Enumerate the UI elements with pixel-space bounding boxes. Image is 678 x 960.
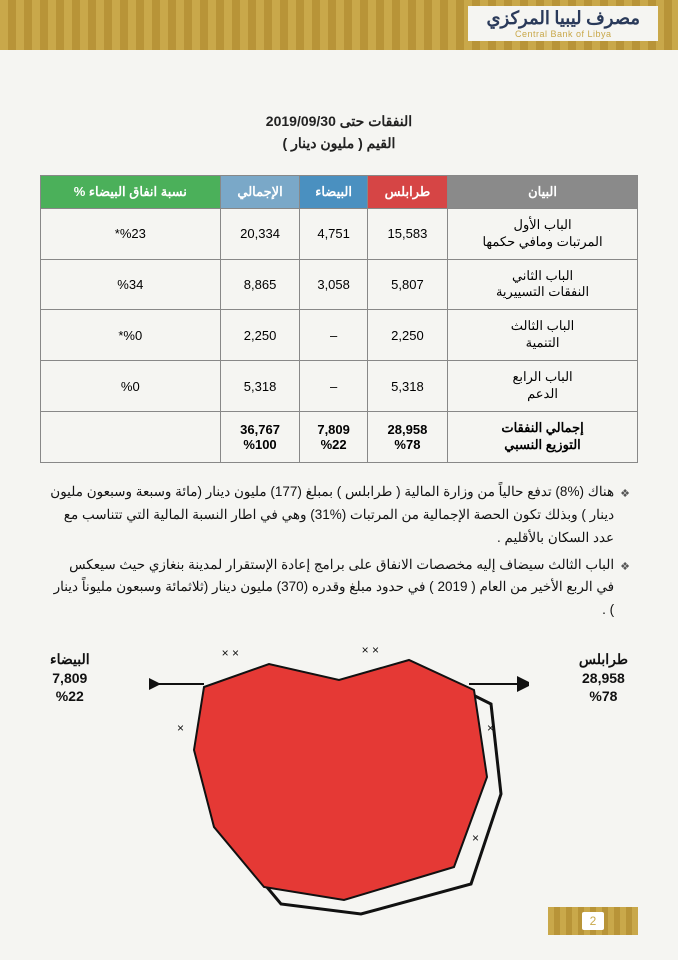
cell-total-total: 36,767%100 (220, 411, 300, 462)
cell-pct-total (41, 411, 221, 462)
note-item: ❖ الباب الثالث سيضاف إليه مخصصات الانفاق… (48, 554, 630, 623)
logo-arabic: مصرف ليبيا المركزي (486, 8, 640, 29)
cell-bayda: 4,751 (300, 208, 367, 259)
table-row: الباب الأولالمرتبات ومافي حكمها 15,583 4… (41, 208, 638, 259)
cell-total: 8,865 (220, 259, 300, 310)
header-ornament-band: مصرف ليبيا المركزي Central Bank of Libya (0, 0, 678, 50)
table-header-row: البيان طرابلس البيضاء الإجمالي نسبة انفا… (41, 175, 638, 208)
cell-tarabulus-total: 28,958%78 (367, 411, 447, 462)
libya-map-svg: × × × × × × × (149, 642, 529, 922)
title-line-2: القيم ( مليون دينار ) (40, 132, 638, 154)
table-row: الباب الثالثالتنمية 2,250 – 2,250 %0* (41, 310, 638, 361)
cell-bayan-total: إجمالي النفقاتالتوزيع النسبي (448, 411, 638, 462)
bank-logo: مصرف ليبيا المركزي Central Bank of Libya (468, 6, 658, 41)
col-header-total: الإجمالي (220, 175, 300, 208)
footer-ornament: 2 (548, 907, 638, 935)
callout-tarabulus: طرابلس 28,958 %78 (579, 650, 628, 705)
col-header-tarabulus: طرابلس (367, 175, 447, 208)
note-text: الباب الثالث سيضاف إليه مخصصات الانفاق ع… (48, 554, 614, 623)
col-header-bayda: البيضاء (300, 175, 367, 208)
table-body: الباب الأولالمرتبات ومافي حكمها 15,583 4… (41, 208, 638, 462)
title-line-1: النفقات حتى 2019/09/30 (40, 110, 638, 132)
map-chart: طرابلس 28,958 %78 البيضاء 7,809 %22 × × … (60, 642, 618, 932)
note-text: هناك (%8) تدفع حالياً من وزارة المالية (… (48, 481, 614, 550)
table-total-row: إجمالي النفقاتالتوزيع النسبي 28,958%78 7… (41, 411, 638, 462)
svg-text:×: × (472, 831, 479, 845)
cell-tarabulus: 2,250 (367, 310, 447, 361)
col-header-bayan: البيان (448, 175, 638, 208)
svg-text:× ×: × × (362, 643, 379, 657)
libya-map-fill (194, 660, 487, 900)
cell-tarabulus: 15,583 (367, 208, 447, 259)
bullet-icon: ❖ (620, 485, 630, 550)
page-content: النفقات حتى 2019/09/30 القيم ( مليون دين… (0, 50, 678, 952)
cell-tarabulus: 5,807 (367, 259, 447, 310)
table-row: الباب الثانيالنفقات التسييرية 5,807 3,05… (41, 259, 638, 310)
cell-bayda: 3,058 (300, 259, 367, 310)
cell-total: 20,334 (220, 208, 300, 259)
cell-bayda: – (300, 361, 367, 412)
page-number: 2 (582, 912, 605, 930)
note-item: ❖ هناك (%8) تدفع حالياً من وزارة المالية… (48, 481, 630, 550)
cell-bayan: الباب الأولالمرتبات ومافي حكمها (448, 208, 638, 259)
table-row: الباب الرابعالدعم 5,318 – 5,318 %0 (41, 361, 638, 412)
cell-bayan: الباب الرابعالدعم (448, 361, 638, 412)
bullet-icon: ❖ (620, 558, 630, 623)
logo-english: Central Bank of Libya (486, 29, 640, 39)
title-block: النفقات حتى 2019/09/30 القيم ( مليون دين… (40, 110, 638, 155)
cell-pct: %0* (41, 310, 221, 361)
callout-bayda: البيضاء 7,809 %22 (50, 650, 90, 705)
cell-bayda-total: 7,809%22 (300, 411, 367, 462)
expenditure-table: البيان طرابلس البيضاء الإجمالي نسبة انفا… (40, 175, 638, 463)
notes-list: ❖ هناك (%8) تدفع حالياً من وزارة المالية… (48, 481, 630, 623)
svg-text:×: × (177, 721, 184, 735)
svg-text:× ×: × × (222, 646, 239, 660)
cell-bayda: – (300, 310, 367, 361)
cell-bayan: الباب الثانيالنفقات التسييرية (448, 259, 638, 310)
cell-bayan: الباب الثالثالتنمية (448, 310, 638, 361)
cell-total: 5,318 (220, 361, 300, 412)
cell-total: 2,250 (220, 310, 300, 361)
col-header-pct: نسبة انفاق البيضاء % (41, 175, 221, 208)
cell-pct: %23* (41, 208, 221, 259)
cell-pct: %34 (41, 259, 221, 310)
cell-tarabulus: 5,318 (367, 361, 447, 412)
cell-pct: %0 (41, 361, 221, 412)
svg-text:×: × (487, 721, 494, 735)
